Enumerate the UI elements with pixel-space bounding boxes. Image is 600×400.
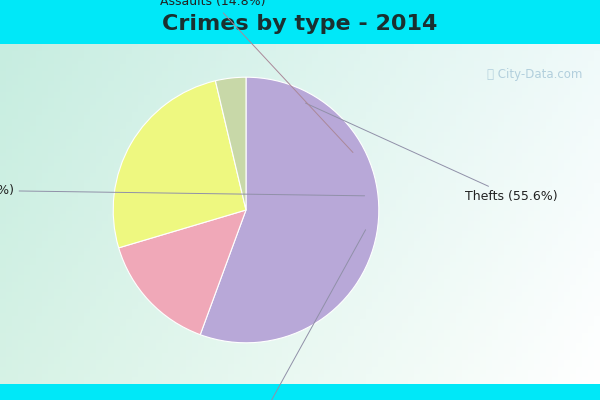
Wedge shape [113,81,246,248]
Text: Assaults (14.8%): Assaults (14.8%) [160,0,353,152]
Text: Thefts (55.6%): Thefts (55.6%) [305,103,558,203]
Wedge shape [200,77,379,343]
Text: ⓘ City-Data.com: ⓘ City-Data.com [487,68,582,81]
Wedge shape [215,77,246,210]
Text: Burglaries (25.9%): Burglaries (25.9%) [0,184,365,196]
Text: Crimes by type - 2014: Crimes by type - 2014 [163,14,437,34]
Wedge shape [119,210,246,335]
Text: Auto thefts (3.7%): Auto thefts (3.7%) [202,230,365,400]
